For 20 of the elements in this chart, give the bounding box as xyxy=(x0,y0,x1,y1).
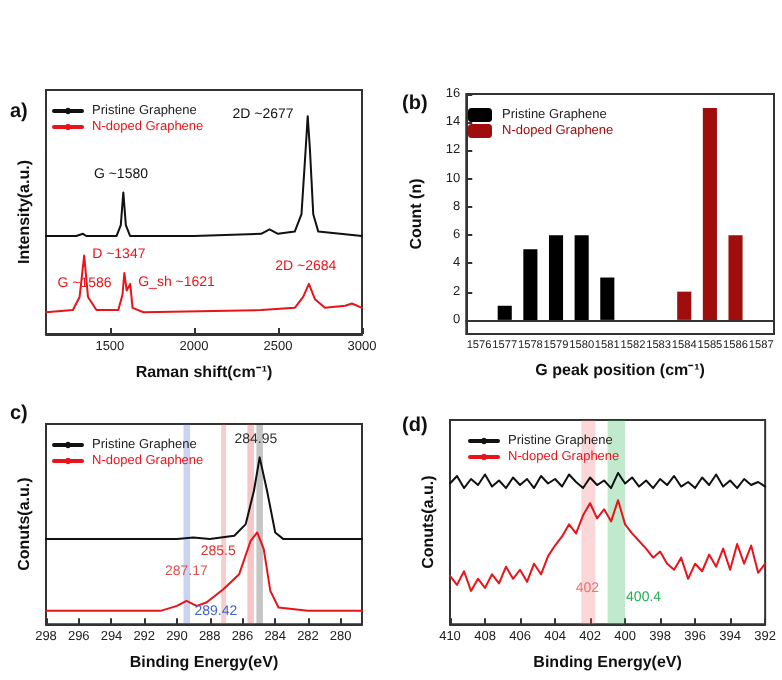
x-axis-title: Binding Energy(eV) xyxy=(129,653,279,671)
y-axis-title: Conuts(a.u.) xyxy=(419,474,437,569)
y-axis-title: Count (n) xyxy=(407,177,425,250)
chart-title: a) xyxy=(10,101,28,123)
x-axis-title: G peak position (cm⁻¹) xyxy=(535,360,706,379)
bar xyxy=(497,305,512,320)
bar xyxy=(548,235,564,320)
bar xyxy=(728,235,743,320)
chart-title: (b) xyxy=(402,93,428,115)
bar xyxy=(523,249,538,320)
x-axis-title: Raman shift(cm⁻¹) xyxy=(135,362,274,381)
bar xyxy=(600,277,615,320)
chart-title: (d) xyxy=(402,415,428,437)
bar xyxy=(574,235,589,320)
bar xyxy=(677,291,692,320)
x-axis-title: Binding Energy(eV) xyxy=(533,653,683,671)
bar xyxy=(702,108,717,320)
y-axis-title: Conuts(a.u.) xyxy=(15,476,33,571)
y-axis-title: Intensity(a.u.) xyxy=(15,159,33,265)
chart-title: c) xyxy=(10,403,28,425)
